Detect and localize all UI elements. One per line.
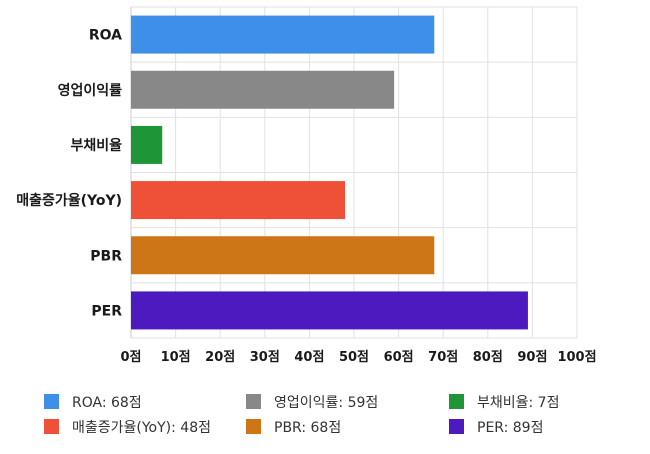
legend-swatch xyxy=(449,394,464,409)
category-label: PBR xyxy=(90,248,122,264)
legend-label: 부채비율: 7점 xyxy=(477,395,559,411)
legend-label: 매출증가율(YoY): 48점 xyxy=(72,420,211,436)
legend-swatch xyxy=(44,419,59,434)
bar-0[interactable] xyxy=(131,15,435,54)
legend-swatch xyxy=(449,419,464,434)
legend-swatch xyxy=(44,394,59,409)
category-label: PER xyxy=(91,303,122,319)
bar-4[interactable] xyxy=(131,236,435,275)
legend-label: PBR: 68점 xyxy=(274,420,341,436)
x-tick-label: 30점 xyxy=(250,350,280,365)
category-label: 매출증가율(YoY) xyxy=(16,192,122,209)
legend-label: 영업이익률: 59점 xyxy=(274,395,378,411)
x-tick-label: 100점 xyxy=(557,350,596,365)
x-tick-label: 80점 xyxy=(473,350,503,365)
bar-3[interactable] xyxy=(131,181,346,220)
x-tick-label: 0점 xyxy=(120,350,141,365)
legend-swatch xyxy=(246,419,261,434)
legend-label: PER: 89점 xyxy=(477,420,543,436)
bar-2[interactable] xyxy=(131,125,163,164)
legend-swatch xyxy=(246,394,261,409)
legend-label: ROA: 68점 xyxy=(72,395,142,411)
x-tick-label: 50점 xyxy=(339,350,369,365)
category-label: 영업이익률 xyxy=(58,82,123,99)
x-tick-label: 70점 xyxy=(428,350,458,365)
x-tick-label: 60점 xyxy=(384,350,414,365)
bar-1[interactable] xyxy=(131,70,395,109)
category-label: ROA xyxy=(89,28,122,44)
x-tick-label: 40점 xyxy=(294,350,324,365)
x-tick-label: 90점 xyxy=(517,350,547,365)
bar-5[interactable] xyxy=(131,291,528,330)
x-tick-label: 20점 xyxy=(205,350,235,365)
x-tick-label: 10점 xyxy=(161,350,191,365)
category-label: 부채비율 xyxy=(70,137,122,154)
